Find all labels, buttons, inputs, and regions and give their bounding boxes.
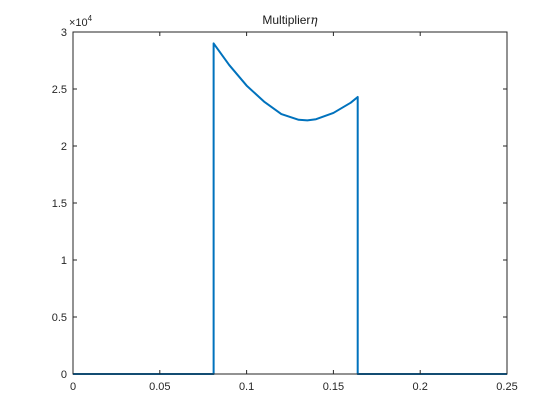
x-tick-label: 0.05 — [149, 381, 170, 393]
y-exponent-label: ×104 — [69, 14, 93, 29]
plot-area — [73, 32, 507, 374]
x-tick-label: 0.1 — [239, 381, 254, 393]
y-axis: 0 0.5 1 1.5 2 2.5 3 — [52, 27, 507, 381]
x-tick-label: 0.15 — [323, 381, 344, 393]
x-tick-label: 0.25 — [496, 381, 517, 393]
y-tick-label: 0.5 — [52, 312, 67, 324]
y-tick-label: 1 — [61, 255, 67, 267]
chart-title: Multiplierη — [262, 13, 318, 27]
chart-title-symbol: η — [310, 13, 318, 27]
y-tick-label: 0 — [61, 369, 67, 381]
x-tick-label: 0.2 — [413, 381, 428, 393]
y-tick-label: 2 — [61, 141, 67, 153]
series-line-1 — [73, 42, 507, 375]
y-exponent-base: ×10 — [69, 17, 88, 29]
x-axis: 0 0.05 0.1 0.15 0.2 0.25 — [70, 32, 518, 393]
y-tick-label: 3 — [61, 27, 67, 39]
chart-title-text: Multiplier — [262, 13, 310, 27]
y-tick-label: 1.5 — [52, 198, 67, 210]
y-exponent-power: 4 — [88, 14, 93, 23]
series-layer — [73, 42, 507, 375]
y-tick-label: 2.5 — [52, 84, 67, 96]
x-tick-label: 0 — [70, 381, 76, 393]
